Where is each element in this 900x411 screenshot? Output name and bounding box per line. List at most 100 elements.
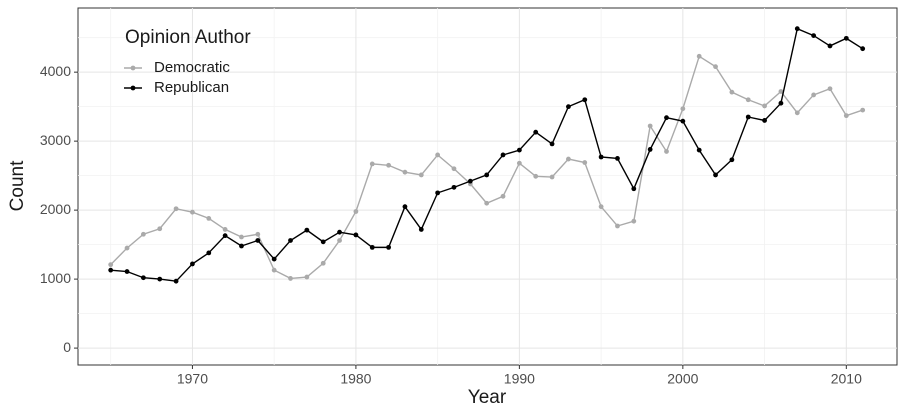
data-point xyxy=(206,216,212,221)
data-point xyxy=(647,147,653,152)
data-point xyxy=(173,206,179,212)
data-point xyxy=(255,231,261,237)
data-point xyxy=(222,233,228,239)
data-point xyxy=(680,118,686,124)
data-point xyxy=(239,234,244,240)
data-point xyxy=(386,162,391,168)
data-point xyxy=(157,276,163,282)
series-layer xyxy=(108,26,866,284)
data-point xyxy=(664,149,669,154)
x-tick-label: 1980 xyxy=(340,371,371,387)
data-point xyxy=(566,156,571,162)
data-point xyxy=(271,267,277,273)
data-point xyxy=(369,161,375,167)
data-point xyxy=(304,227,310,233)
data-point xyxy=(778,100,784,106)
data-point xyxy=(435,190,441,196)
data-point xyxy=(206,250,212,256)
data-point xyxy=(860,107,866,113)
data-point xyxy=(729,89,735,95)
data-point xyxy=(827,43,833,49)
x-axis-title: Year xyxy=(468,387,507,408)
data-point xyxy=(745,97,751,103)
data-point xyxy=(582,160,588,165)
data-point xyxy=(451,184,457,190)
legend-label: Republican xyxy=(154,79,229,96)
x-tick-label: 1990 xyxy=(504,371,535,387)
data-point xyxy=(615,155,620,161)
data-point xyxy=(353,209,359,214)
data-point xyxy=(320,260,326,266)
data-point xyxy=(811,92,817,98)
data-point xyxy=(533,173,539,179)
data-point xyxy=(647,123,653,129)
data-point xyxy=(140,275,146,281)
legend-swatch-point xyxy=(130,65,136,71)
y-tick-label: 1000 xyxy=(40,270,71,286)
data-point xyxy=(566,104,571,110)
data-point xyxy=(843,113,849,119)
x-tick-label: 2000 xyxy=(667,371,698,387)
data-point xyxy=(500,152,506,158)
data-point xyxy=(843,35,849,41)
data-point xyxy=(190,261,195,267)
data-point xyxy=(337,229,342,235)
data-point xyxy=(157,226,163,232)
data-point xyxy=(860,46,866,52)
data-point xyxy=(794,26,800,32)
data-point xyxy=(598,204,604,210)
data-point xyxy=(320,239,326,245)
data-point xyxy=(173,278,179,284)
data-point xyxy=(598,154,604,160)
data-point xyxy=(239,243,244,249)
data-point xyxy=(124,245,130,251)
data-point xyxy=(745,114,751,120)
data-point xyxy=(369,244,375,250)
data-point xyxy=(631,218,637,224)
y-tick-label: 3000 xyxy=(40,132,71,148)
data-point xyxy=(222,227,228,232)
data-point xyxy=(729,157,735,163)
data-point xyxy=(615,223,620,229)
data-point xyxy=(794,110,800,116)
data-point xyxy=(435,152,441,158)
data-point xyxy=(255,238,261,243)
legend-label: Democratic xyxy=(154,59,230,76)
data-point xyxy=(190,209,195,215)
data-point xyxy=(549,174,555,180)
legend-swatch-point xyxy=(130,85,136,91)
data-point xyxy=(664,115,669,121)
x-tick-label: 1970 xyxy=(177,371,208,387)
legend: Democratic Republican xyxy=(124,59,230,96)
data-point xyxy=(304,274,310,280)
data-point xyxy=(631,186,637,192)
data-point xyxy=(402,204,408,210)
data-point xyxy=(484,200,490,206)
data-point xyxy=(680,106,686,112)
data-point xyxy=(386,244,391,250)
data-point xyxy=(288,238,293,243)
data-point xyxy=(549,141,555,147)
data-point xyxy=(696,147,702,153)
data-point xyxy=(811,33,817,38)
data-point xyxy=(762,118,767,123)
data-point xyxy=(402,169,408,175)
data-point xyxy=(827,86,833,92)
data-point xyxy=(467,178,473,184)
data-point xyxy=(108,267,114,273)
data-point xyxy=(140,231,146,237)
data-point xyxy=(418,227,424,232)
data-point xyxy=(713,64,718,70)
data-point xyxy=(778,89,784,94)
data-point xyxy=(762,103,767,109)
data-point xyxy=(288,276,293,281)
data-point xyxy=(451,166,457,172)
data-point xyxy=(271,256,277,262)
data-point xyxy=(124,269,130,274)
data-point xyxy=(713,172,718,178)
x-tick-label: 2010 xyxy=(831,371,862,387)
y-tick-label: 0 xyxy=(63,339,71,355)
data-point xyxy=(484,172,490,178)
data-point xyxy=(696,53,702,59)
